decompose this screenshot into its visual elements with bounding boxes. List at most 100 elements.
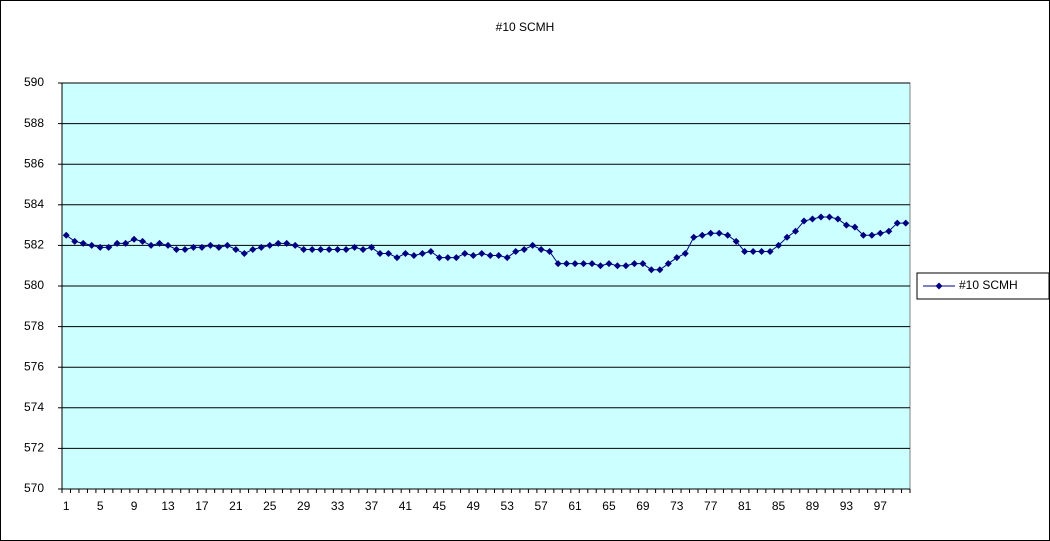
point-marker: [596, 262, 604, 270]
point-marker: [291, 241, 299, 249]
x-tick-label: 13: [161, 499, 175, 513]
point-marker: [571, 260, 579, 268]
point-marker: [486, 252, 494, 260]
point-marker: [503, 254, 511, 262]
x-tick-label: 49: [467, 499, 481, 513]
series-line: [65, 216, 906, 271]
point-marker: [257, 243, 265, 251]
point-marker: [724, 231, 732, 239]
point-marker: [893, 219, 901, 227]
point-marker: [639, 260, 647, 268]
point-marker: [461, 250, 469, 258]
point-marker: [240, 250, 248, 258]
x-tick-label: 25: [263, 499, 277, 513]
point-marker: [189, 243, 197, 251]
point-marker: [715, 229, 723, 237]
point-marker: [164, 241, 172, 249]
point-marker: [172, 245, 180, 253]
point-marker: [274, 239, 282, 247]
x-tick-label: 57: [534, 499, 548, 513]
point-marker: [206, 241, 214, 249]
point-marker: [62, 231, 70, 239]
point-marker: [529, 241, 537, 249]
point-marker: [512, 247, 520, 255]
y-tick-label: 586: [24, 156, 44, 170]
y-tick-label: 572: [24, 441, 44, 455]
x-tick-label: 93: [840, 499, 854, 513]
x-tick-label: 17: [195, 499, 209, 513]
x-tick-label: 33: [331, 499, 345, 513]
legend-box: [916, 272, 1050, 300]
point-marker: [300, 245, 308, 253]
point-marker: [580, 260, 588, 268]
point-marker: [749, 247, 757, 255]
legend-label: #10 SCMH: [959, 278, 1018, 292]
x-tick-label: 29: [297, 499, 311, 513]
point-marker: [283, 239, 291, 247]
x-tick-label: 69: [636, 499, 650, 513]
y-tick-label: 578: [24, 319, 44, 333]
point-marker: [775, 241, 783, 249]
point-marker: [783, 233, 791, 241]
point-marker: [563, 260, 571, 268]
point-marker: [613, 262, 621, 270]
point-marker: [215, 243, 223, 251]
point-marker: [139, 237, 147, 245]
x-tick-label: 81: [738, 499, 752, 513]
point-marker: [792, 227, 800, 235]
point-marker: [71, 237, 79, 245]
point-marker: [902, 219, 910, 227]
point-marker: [630, 260, 638, 268]
y-tick-label: 588: [24, 116, 44, 130]
point-marker: [868, 231, 876, 239]
point-marker: [198, 243, 206, 251]
point-marker: [427, 247, 435, 255]
point-marker: [79, 239, 87, 247]
point-marker: [842, 221, 850, 229]
point-marker: [664, 260, 672, 268]
point-marker: [249, 245, 257, 253]
point-marker: [376, 250, 384, 258]
point-marker: [156, 239, 164, 247]
point-marker: [766, 247, 774, 255]
y-tick-label: 582: [24, 238, 44, 252]
point-marker: [622, 262, 630, 270]
point-marker: [673, 254, 681, 262]
point-marker: [546, 247, 554, 255]
x-tick-label: 53: [501, 499, 515, 513]
y-tick-label: 580: [24, 278, 44, 292]
y-tick-label: 570: [24, 481, 44, 495]
x-tick-label: 45: [433, 499, 447, 513]
point-marker: [317, 245, 325, 253]
x-tick-label: 1: [63, 499, 70, 513]
point-marker: [495, 252, 503, 260]
point-marker: [308, 245, 316, 253]
point-marker: [452, 254, 460, 262]
point-marker: [851, 223, 859, 231]
point-marker: [401, 250, 409, 258]
point-marker: [96, 243, 104, 251]
point-marker: [817, 213, 825, 221]
point-marker: [435, 254, 443, 262]
point-marker: [732, 237, 740, 245]
x-tick-label: 41: [399, 499, 413, 513]
point-marker: [105, 243, 113, 251]
point-marker: [368, 243, 376, 251]
point-marker: [825, 213, 833, 221]
point-marker: [113, 239, 121, 247]
x-tick-label: 9: [131, 499, 138, 513]
point-marker: [334, 245, 342, 253]
x-tick-label: 21: [229, 499, 243, 513]
point-marker: [384, 250, 392, 258]
point-marker: [707, 229, 715, 237]
x-tick-label: 5: [97, 499, 104, 513]
x-tick-label: 77: [704, 499, 718, 513]
point-marker: [181, 245, 189, 253]
point-marker: [681, 250, 689, 258]
point-marker: [758, 247, 766, 255]
point-marker: [690, 233, 698, 241]
point-marker: [147, 241, 155, 249]
point-marker: [859, 231, 867, 239]
point-marker: [418, 250, 426, 258]
point-marker: [266, 241, 274, 249]
